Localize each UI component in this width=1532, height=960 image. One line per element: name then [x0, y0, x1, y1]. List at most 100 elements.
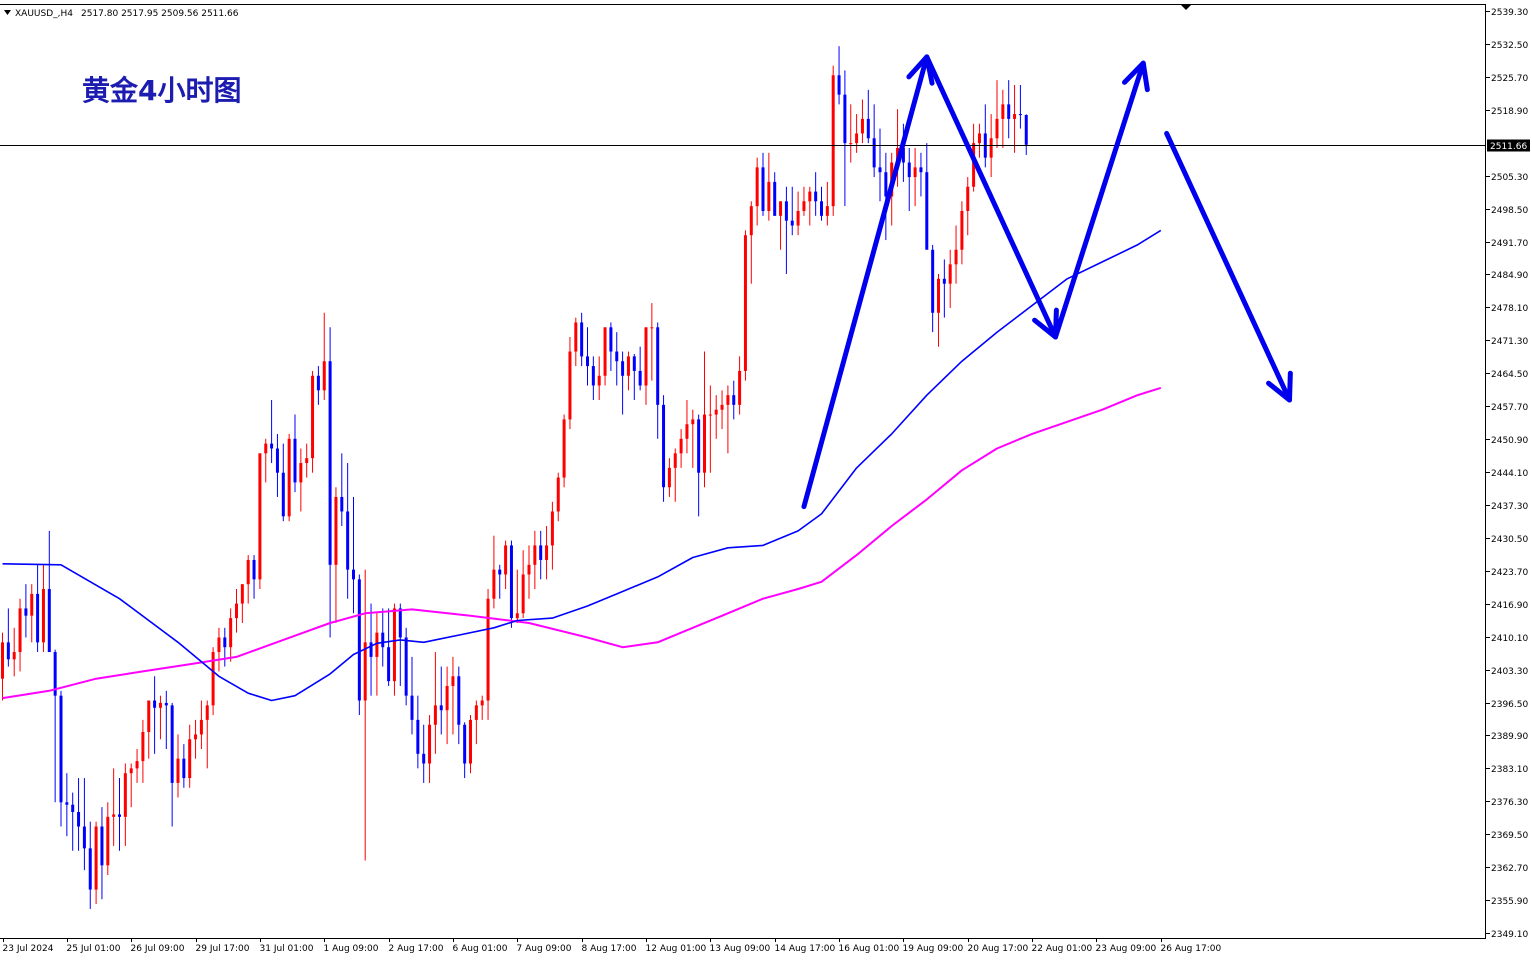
candle-body — [884, 172, 888, 197]
candle-body — [457, 676, 461, 725]
bull-candle — [135, 748, 139, 783]
bear-candle — [773, 172, 777, 216]
x-tick-label: 1 Aug 09:00 — [324, 944, 379, 954]
candle-body — [743, 235, 747, 371]
bull-candle — [860, 99, 864, 144]
y-tick-label: 2416.90 — [1491, 601, 1528, 611]
bear-candle — [907, 147, 911, 211]
candle-body — [878, 167, 882, 173]
candle-body — [697, 419, 701, 473]
bear-candle — [346, 463, 350, 599]
candle-body — [568, 351, 572, 420]
bear-candle — [59, 690, 63, 827]
bear-candle — [656, 322, 660, 439]
y-tick-label: 2423.70 — [1491, 568, 1528, 578]
bear-candle — [100, 807, 104, 900]
y-tick-label: 2505.30 — [1491, 173, 1528, 183]
candle-body — [913, 167, 917, 178]
candle-body — [223, 637, 227, 648]
bull-candle — [451, 656, 455, 735]
bull-candle — [486, 589, 490, 720]
bull-candle — [767, 152, 771, 221]
candle-body — [217, 637, 221, 653]
candle-body — [615, 351, 619, 362]
bull-candle — [229, 608, 233, 662]
candle-body — [1013, 114, 1017, 119]
ma-slow-line — [2, 386, 1162, 700]
bull-candle — [855, 114, 859, 153]
ma-fast-line — [2, 229, 1162, 702]
x-tick-label: 16 Aug 01:00 — [839, 944, 900, 954]
candle-body — [580, 322, 584, 357]
candle-body — [691, 419, 695, 425]
candle-body — [667, 467, 671, 488]
bull-candle — [375, 613, 379, 696]
bull-candle — [176, 734, 180, 798]
candle-body — [287, 438, 291, 517]
candle-body — [556, 477, 560, 512]
x-tick-label: 23 Aug 09:00 — [1096, 944, 1157, 954]
candle-body — [872, 138, 876, 168]
bull-candle — [673, 448, 677, 502]
candle-body — [703, 414, 706, 473]
y-tick-label: 2403.30 — [1491, 667, 1528, 677]
bull-candle — [311, 370, 315, 473]
bull-candle — [258, 453, 262, 590]
bull-candle — [188, 724, 192, 788]
bull-candle — [995, 80, 999, 148]
candle-body — [498, 569, 502, 575]
candle-body — [474, 705, 478, 720]
bear-candle — [866, 89, 870, 144]
candle-body — [837, 75, 841, 95]
candle-body — [404, 637, 408, 696]
bear-candle — [88, 821, 92, 909]
bear-candle — [761, 152, 765, 216]
bull-candle — [392, 603, 396, 696]
bull-candle — [527, 545, 531, 599]
bull-candle — [246, 555, 250, 604]
candle-body — [1018, 114, 1022, 116]
chart-shift-marker-icon[interactable] — [1181, 5, 1191, 10]
candle-body — [147, 700, 151, 733]
candle-body — [118, 814, 121, 817]
bear-candle — [1024, 114, 1028, 155]
bull-candle — [533, 530, 537, 590]
candle-body — [387, 647, 391, 682]
y-tick-label: 2532.50 — [1491, 41, 1528, 51]
symbol-menu-icon[interactable] — [4, 10, 11, 15]
candle-body — [720, 404, 724, 410]
candle-body — [679, 438, 683, 454]
bear-candle — [638, 346, 642, 391]
bear-candle — [77, 778, 81, 851]
bull-candle — [738, 356, 742, 415]
bull-candle — [667, 458, 671, 497]
candle-body — [632, 356, 636, 371]
candle-body — [621, 361, 625, 376]
y-tick-label: 2484.90 — [1491, 271, 1528, 281]
y-tick-label: 2539.30 — [1491, 8, 1528, 18]
bull-candle — [743, 230, 747, 381]
bull-candle — [644, 327, 648, 405]
bear-candle — [270, 400, 274, 464]
bull-candle — [12, 627, 16, 677]
annotations — [801, 54, 1293, 510]
bull-candle — [433, 652, 437, 754]
time-axis: 23 Jul 2024 25 Jul 01:00 26 Jul 09:00 29 Ju… — [3, 938, 1222, 954]
bear-candle — [732, 380, 736, 420]
candle-body — [106, 816, 110, 866]
candle-body — [521, 574, 525, 614]
bull-candle — [568, 337, 572, 430]
x-tick-label: 26 Aug 17:00 — [1161, 944, 1222, 954]
bull-candle — [322, 312, 326, 401]
candle-body — [972, 143, 976, 187]
candle-body — [533, 545, 537, 565]
candle-body — [761, 167, 765, 211]
bull-candle — [112, 768, 116, 846]
x-tick-label: 14 Aug 17:00 — [775, 944, 836, 954]
bear-candle — [820, 186, 823, 221]
candle-body — [53, 652, 57, 696]
bear-candle — [591, 356, 595, 401]
bear-candle — [615, 332, 619, 386]
bull-candle — [720, 390, 724, 430]
